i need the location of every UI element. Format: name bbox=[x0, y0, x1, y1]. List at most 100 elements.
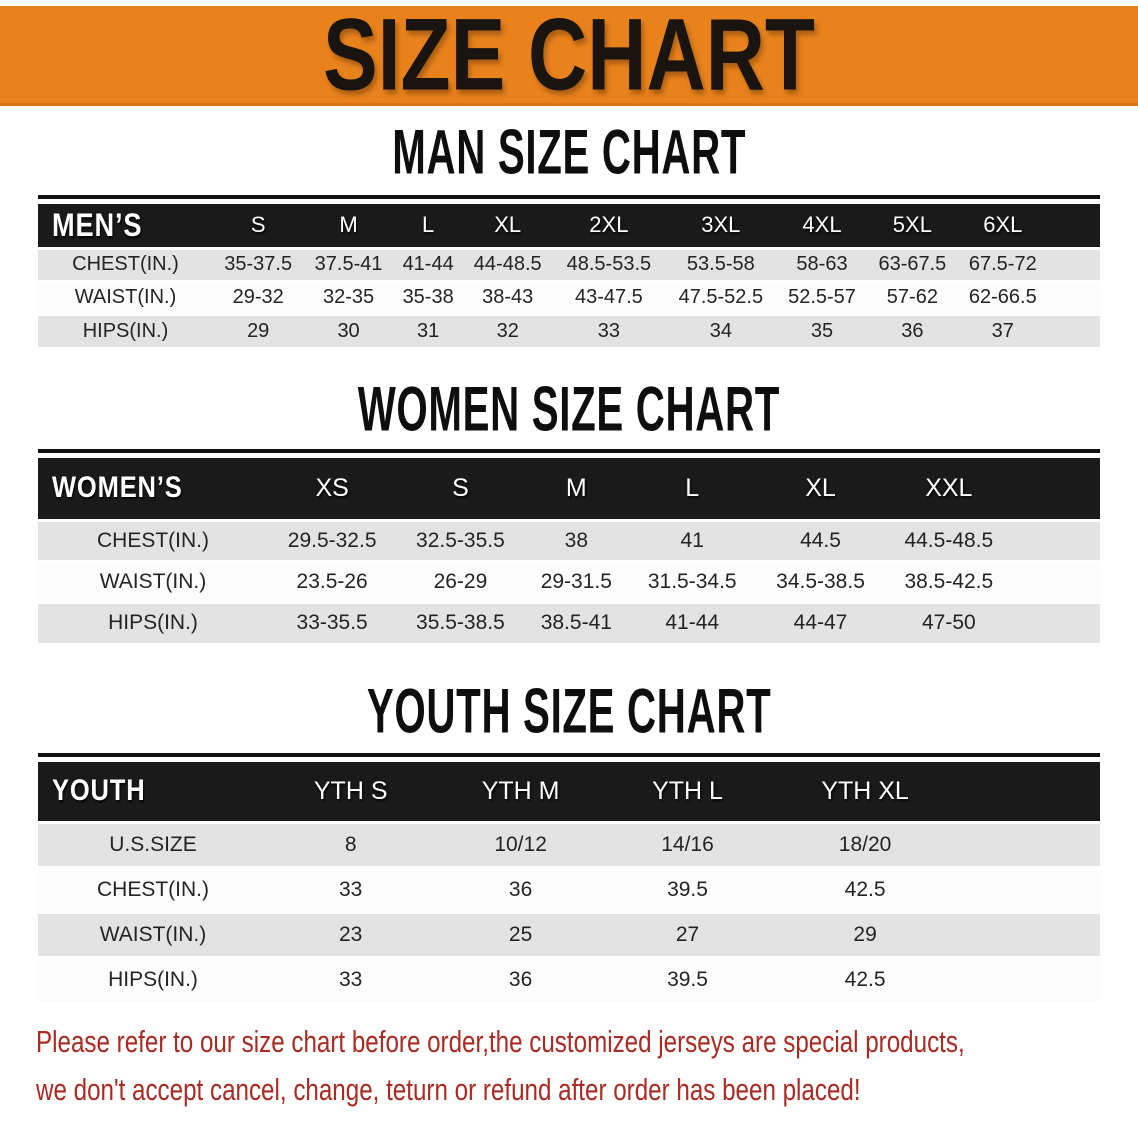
women-measurement-value-cell: 38.5-41 bbox=[524, 600, 629, 643]
men-size-header-cell: 2XL bbox=[552, 204, 665, 248]
women-row-label-cell: HIPS(IN.) bbox=[38, 600, 268, 643]
youth-row-label-cell: WAIST(IN.) bbox=[38, 910, 268, 957]
youth-measurement-value-cell: 14/16 bbox=[607, 820, 768, 867]
youth-table-body: U.S.SIZE 8 10/12 14/16 18/20 CHEST(IN.) 33 36 39… bbox=[38, 820, 1100, 1002]
men-measurement-row: CHEST(IN.) 35-37.5 37.5-41 41-44 44-48.5 48.5… bbox=[38, 246, 1100, 281]
men-size-header-cell: S bbox=[213, 204, 304, 248]
youth-measurement-row: CHEST(IN.) 33 36 39.5 42.5 bbox=[38, 865, 1100, 912]
men-size-header-cell: 5XL bbox=[867, 204, 958, 248]
men-measurement-value-cell: 32-35 bbox=[303, 279, 394, 314]
women-measurement-row: WAIST(IN.) 23.5-26 26-29 29-31.5 31.5-34.5 34… bbox=[38, 559, 1100, 602]
women-size-header-cell: M bbox=[524, 458, 629, 520]
women-size-chart-section: WOMEN SIZE CHART WOMEN’S XS S M L XL XXL CHEST… bbox=[0, 374, 1138, 643]
women-measurement-value-cell: 35.5-38.5 bbox=[396, 600, 525, 643]
women-size-header-cell: S bbox=[396, 458, 525, 520]
women-measurement-value-cell: 31.5-34.5 bbox=[628, 559, 757, 602]
men-header-filler-cell bbox=[1048, 204, 1100, 248]
men-size-table: MEN’S S M L XL 2XL 3XL 4XL 5XL 6XL CHEST(IN.) 35-3… bbox=[38, 195, 1100, 347]
youth-measurement-value-cell: 10/12 bbox=[433, 820, 608, 867]
women-measurement-row: CHEST(IN.) 29.5-32.5 32.5-35.5 38 41 44.5 44.5… bbox=[38, 518, 1100, 561]
men-measurement-value-cell: 35-37.5 bbox=[213, 246, 304, 281]
women-section-title-text: WOMEN SIZE CHART bbox=[357, 374, 781, 445]
youth-measurement-value-cell: 8 bbox=[268, 820, 434, 867]
youth-size-header-cell: YTH S bbox=[268, 762, 434, 822]
men-measurement-value-cell: 36 bbox=[867, 312, 958, 347]
men-measurement-value-cell: 34 bbox=[664, 312, 777, 347]
youth-measurement-value-cell: 25 bbox=[433, 910, 608, 957]
women-size-table: WOMEN’S XS S M L XL XXL CHEST(IN.) 29.5-32.5 32.… bbox=[38, 449, 1100, 643]
women-measurement-value-cell: 41-44 bbox=[628, 600, 757, 643]
men-size-header-cell: M bbox=[303, 204, 394, 248]
men-measurement-value-cell: 32 bbox=[462, 312, 553, 347]
youth-size-header-cell: YTH M bbox=[433, 762, 608, 822]
youth-row-filler-cell bbox=[963, 955, 1100, 1002]
men-section-title-text: MAN SIZE CHART bbox=[392, 117, 746, 188]
youth-size-header-cell: YTH L bbox=[607, 762, 768, 822]
women-table: WOMEN’S XS S M L XL XXL CHEST(IN.) 29.5-32.5 32.… bbox=[38, 458, 1100, 643]
men-table-label: MEN’S bbox=[38, 204, 213, 248]
youth-measurement-value-cell: 29 bbox=[767, 910, 963, 957]
men-measurement-value-cell: 35 bbox=[776, 312, 868, 347]
women-measurement-value-cell: 29-31.5 bbox=[524, 559, 629, 602]
women-measurement-value-cell: 44.5-48.5 bbox=[884, 518, 1013, 561]
women-table-body: CHEST(IN.) 29.5-32.5 32.5-35.5 38 41 44.5 44.5… bbox=[38, 518, 1100, 643]
men-table-body: CHEST(IN.) 35-37.5 37.5-41 41-44 44-48.5 48.5… bbox=[38, 246, 1100, 347]
women-size-header-row: WOMEN’S XS S M L XL XXL bbox=[38, 458, 1100, 520]
youth-size-table: YOUTH YTH S YTH M YTH L YTH XL U.S.SIZE 8 10/1… bbox=[38, 753, 1100, 1002]
men-table-top-rule bbox=[38, 195, 1100, 199]
men-measurement-value-cell: 33 bbox=[552, 312, 665, 347]
women-measurement-value-cell: 44-47 bbox=[756, 600, 885, 643]
men-row-label-cell: WAIST(IN.) bbox=[38, 279, 213, 314]
women-measurement-row: HIPS(IN.) 33-35.5 35.5-38.5 38.5-41 41-44 44-… bbox=[38, 600, 1100, 643]
women-measurement-value-cell: 33-35.5 bbox=[268, 600, 397, 643]
men-measurement-value-cell: 52.5-57 bbox=[776, 279, 868, 314]
men-row-filler-cell bbox=[1048, 279, 1100, 314]
men-measurement-value-cell: 67.5-72 bbox=[957, 246, 1048, 281]
women-size-header-cell: XXL bbox=[884, 458, 1013, 520]
youth-measurement-value-cell: 36 bbox=[433, 955, 608, 1002]
men-section-title: MAN SIZE CHART bbox=[0, 117, 1138, 188]
youth-measurement-value-cell: 36 bbox=[433, 865, 608, 912]
youth-measurement-value-cell: 33 bbox=[268, 955, 434, 1002]
youth-table-top-rule bbox=[38, 753, 1100, 757]
men-measurement-value-cell: 29-32 bbox=[213, 279, 304, 314]
men-measurement-value-cell: 58-63 bbox=[776, 246, 868, 281]
men-measurement-value-cell: 47.5-52.5 bbox=[664, 279, 777, 314]
youth-measurement-row: U.S.SIZE 8 10/12 14/16 18/20 bbox=[38, 820, 1100, 867]
men-size-header-row: MEN’S S M L XL 2XL 3XL 4XL 5XL 6XL bbox=[38, 204, 1100, 248]
size-chart-banner: SIZE CHART bbox=[0, 3, 1138, 106]
youth-section-title-text: YOUTH SIZE CHART bbox=[366, 676, 772, 747]
men-measurement-value-cell: 29 bbox=[213, 312, 304, 347]
women-row-label-cell: CHEST(IN.) bbox=[38, 518, 268, 561]
men-row-label-cell: CHEST(IN.) bbox=[38, 246, 213, 281]
women-header-filler-cell bbox=[1013, 458, 1100, 520]
women-table-label: WOMEN’S bbox=[38, 458, 268, 520]
youth-measurement-value-cell: 39.5 bbox=[607, 865, 768, 912]
youth-row-label-cell: HIPS(IN.) bbox=[38, 955, 268, 1002]
women-measurement-value-cell: 26-29 bbox=[396, 559, 525, 602]
youth-measurement-value-cell: 18/20 bbox=[767, 820, 963, 867]
youth-row-label-cell: U.S.SIZE bbox=[38, 820, 268, 867]
men-table: MEN’S S M L XL 2XL 3XL 4XL 5XL 6XL CHEST(IN.) 35-3… bbox=[38, 204, 1100, 347]
women-measurement-value-cell: 23.5-26 bbox=[268, 559, 397, 602]
men-measurement-value-cell: 48.5-53.5 bbox=[552, 246, 665, 281]
men-measurement-value-cell: 35-38 bbox=[393, 279, 463, 314]
men-measurement-value-cell: 57-62 bbox=[867, 279, 958, 314]
youth-row-filler-cell bbox=[963, 820, 1100, 867]
women-table-top-rule bbox=[38, 449, 1100, 453]
men-table-label-text: MEN’S bbox=[52, 206, 143, 243]
youth-measurement-value-cell: 39.5 bbox=[607, 955, 768, 1002]
men-row-label-cell: HIPS(IN.) bbox=[38, 312, 213, 347]
men-measurement-value-cell: 43-47.5 bbox=[552, 279, 665, 314]
women-measurement-value-cell: 47-50 bbox=[884, 600, 1013, 643]
youth-measurement-row: HIPS(IN.) 33 36 39.5 42.5 bbox=[38, 955, 1100, 1002]
youth-size-header-cell: YTH XL bbox=[767, 762, 963, 822]
women-size-header-cell: L bbox=[628, 458, 757, 520]
youth-measurement-value-cell: 42.5 bbox=[767, 865, 963, 912]
women-measurement-value-cell: 34.5-38.5 bbox=[756, 559, 885, 602]
men-measurement-value-cell: 53.5-58 bbox=[664, 246, 777, 281]
disclaimer-line-1: Please refer to our size chart before or… bbox=[36, 1024, 965, 1059]
women-row-filler-cell bbox=[1013, 600, 1100, 643]
women-table-label-text: WOMEN’S bbox=[52, 471, 183, 505]
youth-table: YOUTH YTH S YTH M YTH L YTH XL U.S.SIZE 8 10/1… bbox=[38, 762, 1100, 1002]
